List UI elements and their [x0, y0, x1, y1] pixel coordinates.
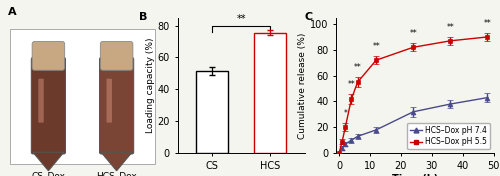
Polygon shape — [33, 152, 64, 171]
Bar — [254, 33, 286, 153]
Text: **: ** — [354, 63, 362, 72]
Y-axis label: Loading capacity (%): Loading capacity (%) — [146, 38, 154, 133]
Text: **: ** — [446, 23, 454, 32]
FancyBboxPatch shape — [100, 58, 134, 154]
Text: C: C — [304, 12, 312, 22]
Text: B: B — [139, 12, 147, 22]
Text: **: ** — [236, 14, 246, 24]
Text: CS–Dox: CS–Dox — [32, 172, 66, 176]
FancyBboxPatch shape — [100, 42, 133, 70]
X-axis label: Time (h): Time (h) — [392, 174, 438, 176]
FancyBboxPatch shape — [38, 79, 44, 123]
FancyBboxPatch shape — [32, 58, 66, 154]
Text: HCS–Dox: HCS–Dox — [96, 172, 137, 176]
Text: A: A — [8, 7, 16, 17]
Text: **: ** — [410, 29, 417, 38]
Text: **: ** — [484, 19, 491, 28]
Text: **: ** — [348, 80, 356, 89]
Bar — [196, 71, 228, 153]
Polygon shape — [101, 152, 132, 171]
Y-axis label: Cumulative release (%): Cumulative release (%) — [298, 32, 307, 139]
FancyBboxPatch shape — [106, 79, 112, 123]
FancyBboxPatch shape — [32, 42, 64, 70]
Text: **: ** — [372, 42, 380, 51]
FancyBboxPatch shape — [10, 29, 156, 164]
Legend: HCS–Dox pH 7.4, HCS–Dox pH 5.5: HCS–Dox pH 7.4, HCS–Dox pH 5.5 — [407, 123, 490, 149]
Text: *: * — [344, 109, 347, 118]
